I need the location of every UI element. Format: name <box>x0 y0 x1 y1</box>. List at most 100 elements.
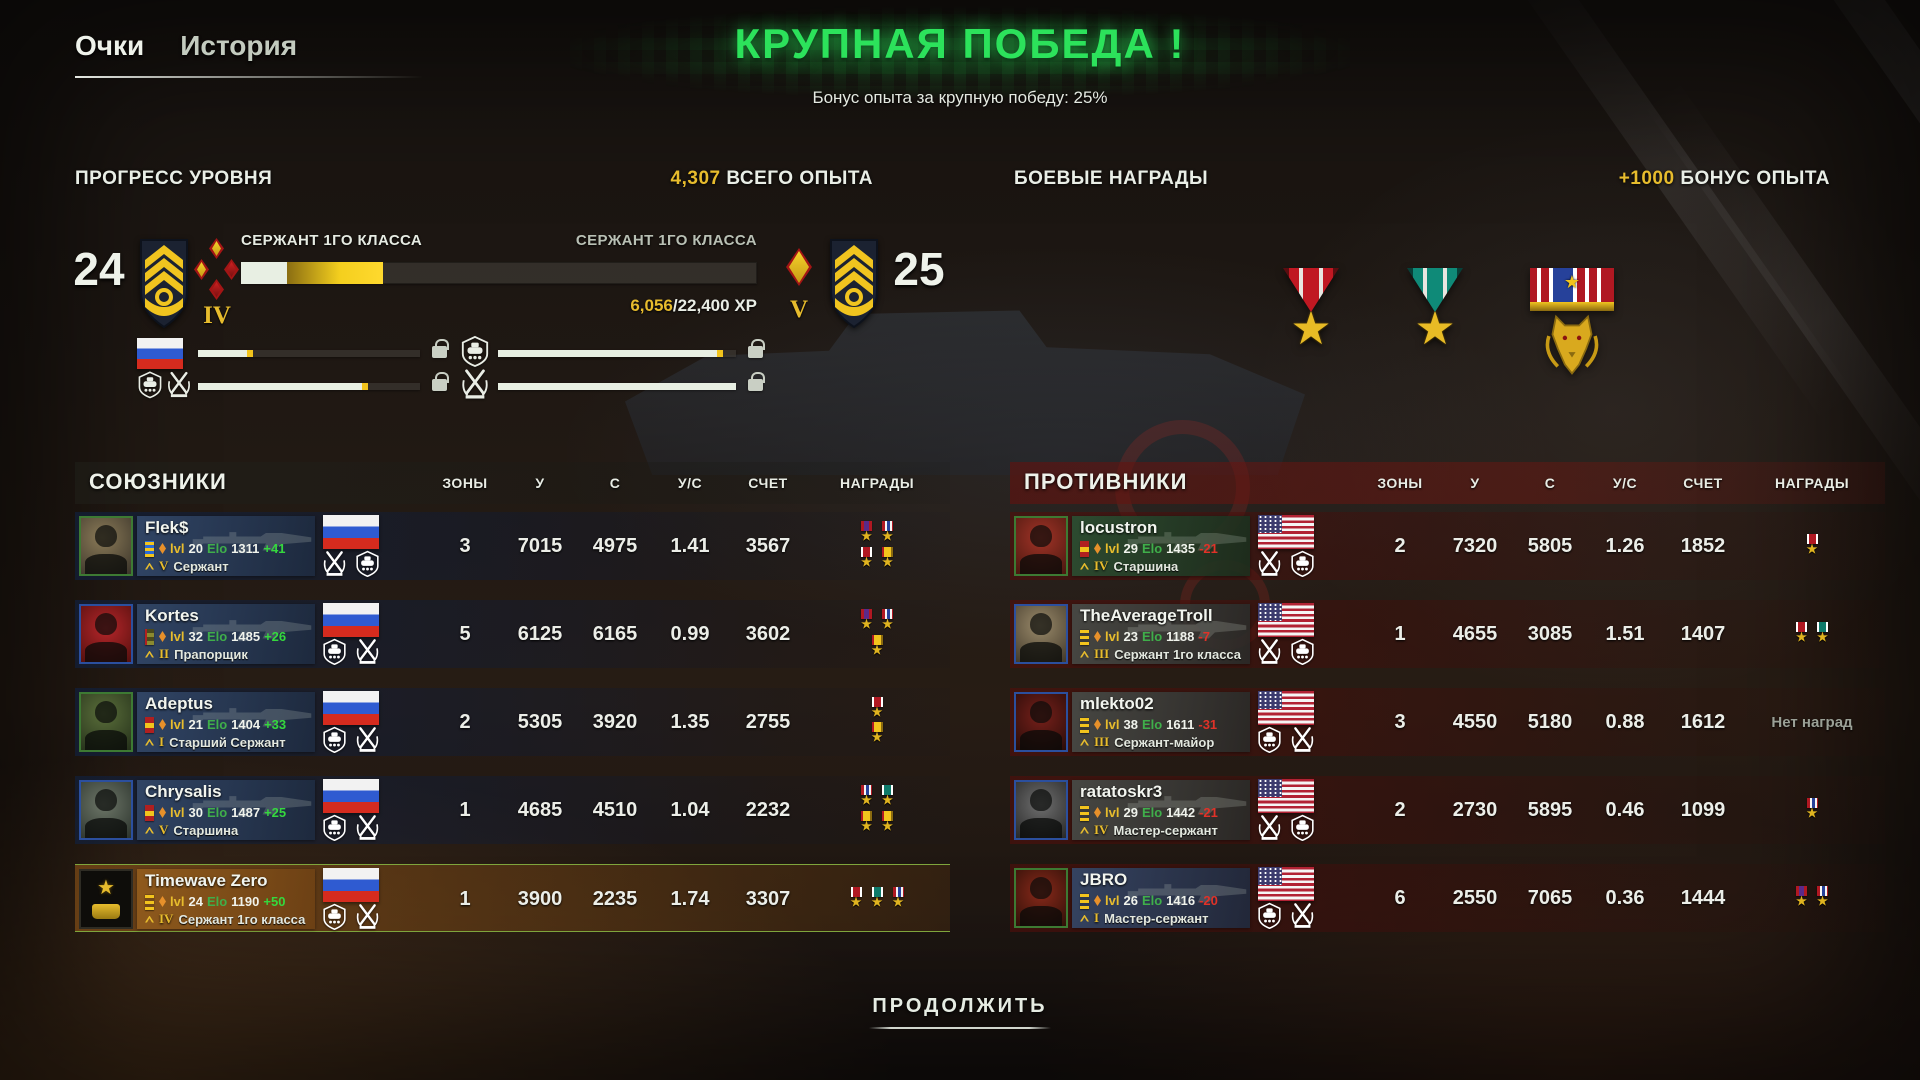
kd-value: 1.35 <box>670 711 710 733</box>
player-row[interactable]: Flek$ lvl 20 Elo 1311 +41 V Сержант <box>75 512 950 580</box>
award-medal-icon <box>1806 797 1819 823</box>
lvl-label: lvl <box>170 629 185 644</box>
player-avatar <box>1014 868 1068 928</box>
award-medal-icon <box>1795 885 1808 911</box>
level-diamond-icon <box>159 896 166 907</box>
deaths-value: 3920 <box>592 711 638 733</box>
elo-label: Elo <box>206 717 228 732</box>
unlock-progress-bar <box>198 350 420 357</box>
tab-history[interactable]: История <box>180 30 298 61</box>
level-diamond-icon <box>1094 543 1101 554</box>
player-avatar <box>1014 780 1068 840</box>
column-score: СЧЕТ <box>748 475 788 491</box>
elo-value: 1487 <box>231 805 261 820</box>
player-avatar <box>79 604 133 664</box>
award-medal-icon <box>871 697 884 722</box>
deaths-value: 6165 <box>592 623 638 645</box>
kills-value: 4685 <box>517 799 563 821</box>
crossed-rifles-emblem-icon <box>354 814 381 841</box>
player-nameplate: locustron lvl 29 Elo 1435 -21 IV Старшин… <box>1072 516 1250 576</box>
award-medal-icon <box>881 546 894 572</box>
gas-mask-emblem-icon <box>1256 726 1283 753</box>
score-value: 1444 <box>1680 887 1726 909</box>
award-medal-icon <box>860 608 873 634</box>
player-row[interactable]: TheAverageTroll lvl 23 Elo 1188 -7 III С… <box>1010 600 1885 668</box>
rank-badge-icon <box>1080 892 1089 909</box>
rank-badge-icon <box>1080 628 1089 645</box>
score-value: 1612 <box>1680 711 1726 733</box>
crossed-rifles-emblem-icon <box>354 638 381 665</box>
rank-name: Сержант-майор <box>1114 734 1215 750</box>
player-avatar <box>79 869 133 929</box>
player-stats-line: lvl 26 Elo 1416 -20 <box>1080 892 1218 909</box>
medal-gold-dog-head[interactable] <box>1524 268 1620 377</box>
column-deaths: С <box>1544 475 1556 491</box>
level-diamond-icon <box>1094 631 1101 642</box>
gold-dog-head-icon <box>1543 313 1601 377</box>
player-row-highlighted[interactable]: Timewave Zero lvl 24 Elo 1190 +50 IV Сер… <box>75 864 950 932</box>
player-row[interactable]: Adeptus lvl 21 Elo 1404 +33 I Старший Се… <box>75 688 950 756</box>
tab-points[interactable]: Очки <box>75 30 145 61</box>
player-rank-line: V Сержант <box>145 558 229 574</box>
zones-value: 3 <box>459 535 471 557</box>
elo-value: 1611 <box>1166 717 1195 732</box>
player-avatar <box>1014 692 1068 752</box>
lvl-label: lvl <box>1105 805 1120 820</box>
tier-chevron-icon <box>1080 826 1089 834</box>
lvl-label: lvl <box>170 805 185 820</box>
elo-label: Elo <box>1141 805 1163 820</box>
vehicle-emblem-icon <box>354 550 381 577</box>
award-medal-icon <box>1816 621 1829 647</box>
elo-delta: +50 <box>263 894 286 909</box>
zones-value: 6 <box>1394 887 1406 909</box>
russia-flag-icon <box>137 338 183 369</box>
player-rank-line: III Сержант 1го класса <box>1080 646 1241 662</box>
score-value: 1099 <box>1680 799 1726 821</box>
kd-value: 1.04 <box>670 799 710 821</box>
zones-value: 2 <box>1394 799 1406 821</box>
elo-delta: -7 <box>1198 629 1210 644</box>
lvl-label: lvl <box>1105 893 1120 908</box>
vehicle-emblem-icon <box>321 814 348 841</box>
unlock-progress-bar <box>198 383 420 390</box>
soldier-emblem-icon <box>354 903 381 930</box>
player-nameplate: TheAverageTroll lvl 23 Elo 1188 -7 III С… <box>1072 604 1250 664</box>
lvl-value: 32 <box>188 629 203 644</box>
lvl-value: 21 <box>188 717 203 732</box>
lvl-value: 29 <box>1123 541 1138 556</box>
elo-delta: +26 <box>264 629 287 644</box>
player-row[interactable]: ratatoskr3 lvl 29 Elo 1442 -21 IV Мастер… <box>1010 776 1885 844</box>
russia-flag-icon <box>323 779 379 813</box>
player-stats-line: lvl 32 Elo 1485 +26 <box>145 628 287 645</box>
player-row[interactable]: Kortes lvl 32 Elo 1485 +26 II Прапорщик <box>75 600 950 668</box>
current-tier-numeral: IV <box>203 302 231 329</box>
lvl-value: 38 <box>1123 717 1138 732</box>
player-row[interactable]: JBRO lvl 26 Elo 1416 -20 I Мастер-сержан… <box>1010 864 1885 932</box>
tier-numeral: II <box>159 646 170 661</box>
russia-flag-icon <box>323 603 379 637</box>
results-tabs: Очки История <box>75 30 297 62</box>
player-row[interactable]: Chrysalis lvl 30 Elo 1487 +25 V Старшина <box>75 776 950 844</box>
score-value: 1407 <box>1680 623 1726 645</box>
medal-gold-star-teal-ribbon[interactable]: ★ <box>1396 268 1474 354</box>
victory-title-glow <box>570 6 1350 98</box>
awards-cell <box>1752 600 1872 668</box>
vehicle-emblem-icon <box>460 334 490 368</box>
player-name: Kortes <box>145 606 199 625</box>
tier-chevron-icon <box>145 738 154 746</box>
player-stats-line: lvl 20 Elo 1311 +41 <box>145 540 285 557</box>
award-medal-icon <box>860 546 873 572</box>
column-kd: У/С <box>1612 475 1638 491</box>
insect-emblem-icon <box>1289 550 1316 577</box>
score-value: 3307 <box>745 888 791 910</box>
award-medal-icon <box>881 608 894 634</box>
award-medal-icon <box>881 784 894 810</box>
continue-button[interactable]: ПРОДОЛЖИТЬ <box>869 995 1051 1029</box>
player-row[interactable]: locustron lvl 29 Elo 1435 -21 IV Старшин… <box>1010 512 1885 580</box>
player-row[interactable]: mlekto02 lvl 38 Elo 1611 -31 III Сержант… <box>1010 688 1885 756</box>
russia-flag-icon <box>323 515 379 549</box>
medal-gold-star-red-ribbon[interactable]: ★ <box>1272 268 1350 351</box>
unit-emblems <box>1254 550 1318 577</box>
score-value: 3602 <box>745 623 791 645</box>
gold-star-icon: ★ <box>1414 302 1456 354</box>
